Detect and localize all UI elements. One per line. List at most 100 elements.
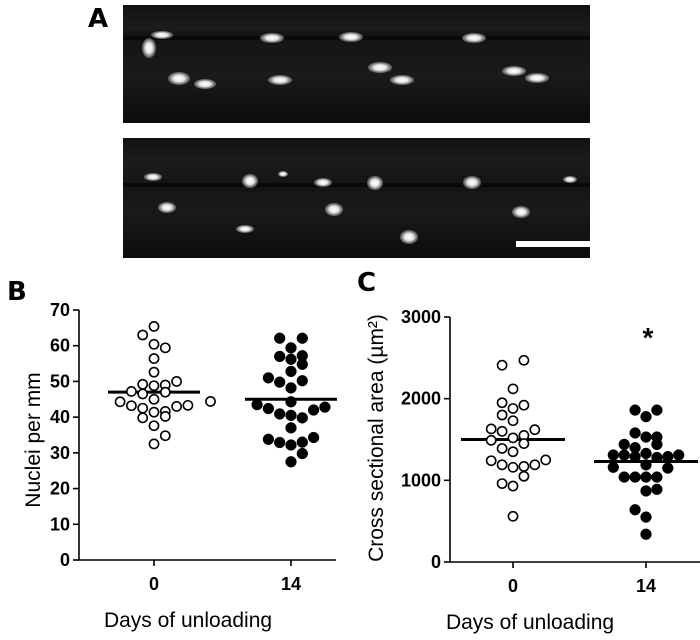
data-point <box>651 404 663 416</box>
data-point <box>285 409 297 422</box>
nucleus <box>462 33 486 43</box>
y-axis-title: Cross sectional area (µm²) <box>365 314 388 562</box>
data-point <box>148 321 160 332</box>
data-point <box>285 396 297 408</box>
data-point <box>319 401 331 413</box>
y-tick-label: 40 <box>50 407 70 427</box>
nucleus <box>325 202 343 216</box>
data-point <box>496 409 508 421</box>
x-axis-title: Days of unloading <box>446 611 614 634</box>
data-point <box>607 449 619 461</box>
data-point <box>285 456 297 468</box>
nucleus <box>151 31 173 39</box>
data-point <box>274 376 286 388</box>
data-point <box>640 410 652 423</box>
chart-nuclei-per-mm: 0 10 20 30 40 50 60 70 0 14 Days of unloading Nucle… <box>22 300 337 632</box>
data-point <box>148 338 160 350</box>
data-point <box>640 511 652 523</box>
data-point <box>171 401 182 412</box>
data-point <box>285 439 297 451</box>
data-point <box>285 422 297 434</box>
nucleus <box>314 177 332 187</box>
data-point <box>651 438 663 451</box>
y-tick-label: 10 <box>50 514 70 534</box>
nucleus <box>142 38 156 58</box>
data-point <box>518 354 530 366</box>
data-point <box>148 420 160 432</box>
data-point <box>640 431 652 443</box>
data-point <box>148 366 160 378</box>
series-day-0 <box>461 354 565 522</box>
panel-c-label: C <box>357 268 377 298</box>
data-point <box>307 431 320 444</box>
nucleus <box>242 174 258 188</box>
data-point <box>529 459 541 471</box>
data-point <box>205 396 216 407</box>
data-point <box>125 386 137 397</box>
data-point <box>159 430 171 442</box>
data-point <box>296 447 308 460</box>
data-point <box>148 406 160 418</box>
data-point <box>262 433 275 445</box>
x-tick-label: 0 <box>508 576 518 596</box>
data-point <box>651 451 663 464</box>
y-tick-label: 1000 <box>401 470 441 490</box>
x-tick-label: 14 <box>636 576 656 596</box>
nucleus <box>168 71 190 85</box>
data-point <box>618 449 630 461</box>
panel-a-label: A <box>88 4 109 34</box>
y-axis-title: Nuclei per mm <box>22 372 45 507</box>
data-point <box>673 449 685 461</box>
data-point <box>629 404 641 416</box>
data-point <box>148 438 160 450</box>
data-point <box>496 459 508 471</box>
nucleus <box>144 173 162 181</box>
data-point <box>262 402 275 415</box>
nucleus <box>339 32 363 42</box>
nucleus <box>268 75 292 85</box>
series-day-0 <box>108 321 216 450</box>
nucleus <box>512 206 530 218</box>
data-point <box>307 404 320 416</box>
nucleus <box>525 73 549 83</box>
data-point <box>159 386 171 398</box>
data-point <box>507 510 519 522</box>
data-point <box>262 372 275 384</box>
x-tick-label: 14 <box>281 574 301 594</box>
micrograph-day0 <box>123 5 590 123</box>
nucleus <box>158 201 176 213</box>
data-point <box>529 424 541 436</box>
data-point <box>159 411 171 422</box>
chart-cross-sectional-area: 0 1000 2000 3000 0 14 Days of unloading Cross s… <box>365 307 700 634</box>
significance-asterisk: * <box>643 322 654 353</box>
data-point <box>296 436 308 448</box>
data-point <box>274 350 286 363</box>
panel-b-label: B <box>7 277 27 307</box>
y-tick-label: 20 <box>50 479 70 499</box>
data-point <box>137 378 149 390</box>
nucleus <box>278 171 288 177</box>
nucleus <box>463 175 481 189</box>
data-point <box>507 415 519 427</box>
data-point <box>662 462 674 474</box>
data-point <box>507 480 519 492</box>
series-day-14 <box>245 332 337 468</box>
data-point <box>296 375 308 387</box>
data-point <box>296 332 308 344</box>
nucleus <box>390 75 414 85</box>
nucleus <box>563 175 577 183</box>
data-point <box>285 342 297 354</box>
data-point <box>629 504 641 516</box>
y-tick-label: 50 <box>50 371 70 391</box>
data-point <box>507 383 519 395</box>
data-point <box>137 412 149 424</box>
data-point <box>640 459 652 471</box>
data-point <box>651 471 663 483</box>
data-point <box>285 365 297 378</box>
scale-bar <box>516 241 590 247</box>
data-point <box>640 471 652 483</box>
data-point <box>518 470 530 482</box>
data-point <box>137 402 149 414</box>
data-point <box>485 455 497 467</box>
data-point <box>171 376 182 387</box>
